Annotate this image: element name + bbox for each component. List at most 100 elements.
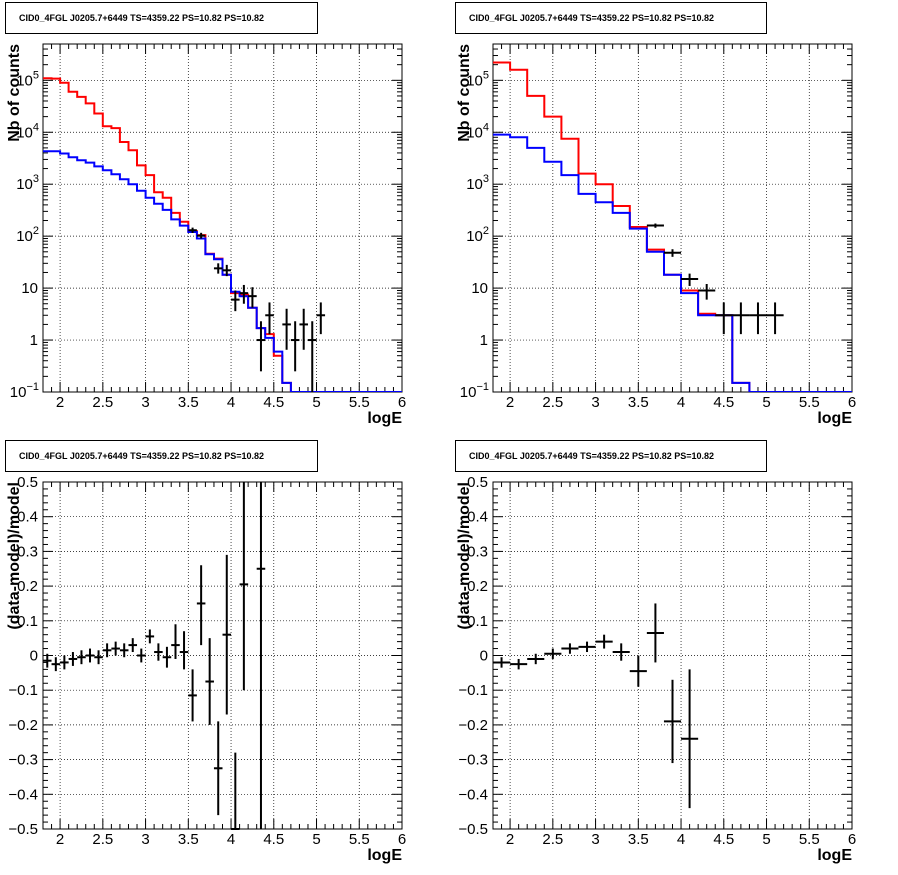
data-point [612, 643, 630, 661]
x-tick-label: 2.5 [542, 394, 563, 411]
histogram-series-1 [43, 77, 402, 392]
chart-1: 2 2.5 3 3.5 4 4.5 5 5.5 6 10−1 1 10 102 103 104 105 logE… [6, 43, 406, 427]
y-tick-label: −0.4 [458, 786, 488, 803]
y-tick-label: −0.3 [458, 752, 488, 769]
x-tick-label: 4 [677, 831, 685, 848]
data-points [646, 223, 784, 335]
y-tick-label: −0.2 [8, 717, 38, 734]
grid [493, 44, 852, 392]
plot-frame [492, 43, 853, 393]
x-tick-label: 3 [591, 394, 599, 411]
chart-4-title: CID0_4FGL J0205.7+6449 TS=4359.22 PS=10.… [455, 440, 767, 472]
x-tick-label: 5 [762, 394, 770, 411]
data-point [68, 652, 78, 666]
data-point [290, 321, 300, 372]
data-point [544, 648, 562, 659]
data-points [43, 482, 266, 830]
data-point [282, 308, 291, 350]
data-point [145, 629, 155, 644]
x-tick-label: 2.5 [92, 394, 113, 411]
y-tick-label: 102 [466, 225, 489, 245]
y-tick-label: 0.3 [467, 543, 488, 560]
data-point [222, 554, 232, 715]
data-point [171, 624, 180, 659]
x-tick-label: 2 [506, 831, 514, 848]
y-tick-label: 104 [466, 121, 489, 141]
data-point [196, 232, 206, 239]
data-point [561, 643, 579, 654]
y-tick-label: −0.5 [458, 821, 488, 838]
data-point [102, 643, 112, 658]
plot-frame [492, 481, 853, 830]
data-point [77, 650, 86, 665]
x-tick-label: 4.5 [263, 831, 284, 848]
x-tick-label: 5.5 [349, 831, 370, 848]
chart-3: 2 2.5 3 3.5 4 4.5 5 5.5 6 −0.5 −0.4 −0.3 −0.2 −0.1 0 0.… [6, 474, 406, 864]
y-tick-label: −0.3 [8, 752, 38, 769]
x-tick-label: 4.5 [713, 831, 734, 848]
data-point [299, 308, 308, 350]
data-point [111, 641, 120, 656]
data-point [256, 482, 266, 829]
y-tick-label: 0.5 [467, 474, 488, 491]
y-axis-label: Nb of counts [6, 44, 23, 142]
data-point [527, 653, 545, 665]
data-point [162, 646, 172, 668]
data-point [231, 290, 240, 312]
y-tick-label: 0.2 [467, 578, 488, 595]
y-tick-label: 104 [16, 121, 39, 141]
x-tick-label: 5 [312, 394, 320, 411]
data-point [188, 227, 197, 234]
y-tick-label: 10 [21, 280, 38, 297]
x-tick-label: 2 [506, 394, 514, 411]
y-tick-label: 10 [471, 280, 488, 297]
data-point [188, 669, 197, 722]
data-point [578, 641, 596, 653]
x-tick-label: 5 [762, 831, 770, 848]
x-tick-label: 4.5 [713, 394, 734, 411]
data-point [179, 631, 189, 670]
data-point [43, 653, 52, 668]
data-point [128, 638, 138, 653]
axis-ticks [492, 481, 853, 830]
x-tick-label: 4 [677, 394, 685, 411]
y-tick-label: 102 [16, 225, 39, 245]
data-point [629, 655, 647, 687]
axis-ticks [42, 43, 403, 393]
data-point [698, 283, 716, 300]
data-point [137, 648, 146, 663]
x-tick-label: 3.5 [178, 831, 199, 848]
data-point [663, 249, 682, 257]
x-axis-label: logE [367, 847, 402, 864]
data-points [188, 227, 326, 392]
x-tick-label: 4 [227, 394, 235, 411]
y-tick-label: −0.1 [458, 682, 488, 699]
data-points [493, 603, 699, 809]
axis-ticks [42, 481, 403, 830]
y-tick-label: 0 [480, 648, 488, 665]
data-point [213, 263, 223, 274]
data-point [646, 603, 664, 663]
x-tick-label: 2.5 [92, 831, 113, 848]
data-point [231, 752, 240, 830]
y-tick-label: −0.5 [8, 821, 38, 838]
y-tick-label: −0.2 [458, 717, 488, 734]
x-tick-label: 6 [848, 831, 856, 848]
x-axis-label: logE [817, 410, 852, 427]
data-point [239, 284, 249, 304]
x-axis-label: logE [367, 410, 402, 427]
data-point [715, 302, 733, 335]
plot-frame [42, 43, 403, 393]
x-tick-label: 6 [848, 394, 856, 411]
y-tick-label: 0.2 [17, 578, 38, 595]
data-point [196, 565, 206, 646]
y-tick-label: 0.4 [17, 509, 38, 526]
data-point [239, 482, 249, 691]
data-point [60, 655, 69, 670]
x-tick-label: 6 [398, 394, 406, 411]
y-tick-label: 1 [480, 332, 488, 349]
data-point [119, 643, 129, 658]
grid [493, 482, 852, 829]
data-point [307, 321, 317, 392]
data-point [205, 638, 214, 725]
